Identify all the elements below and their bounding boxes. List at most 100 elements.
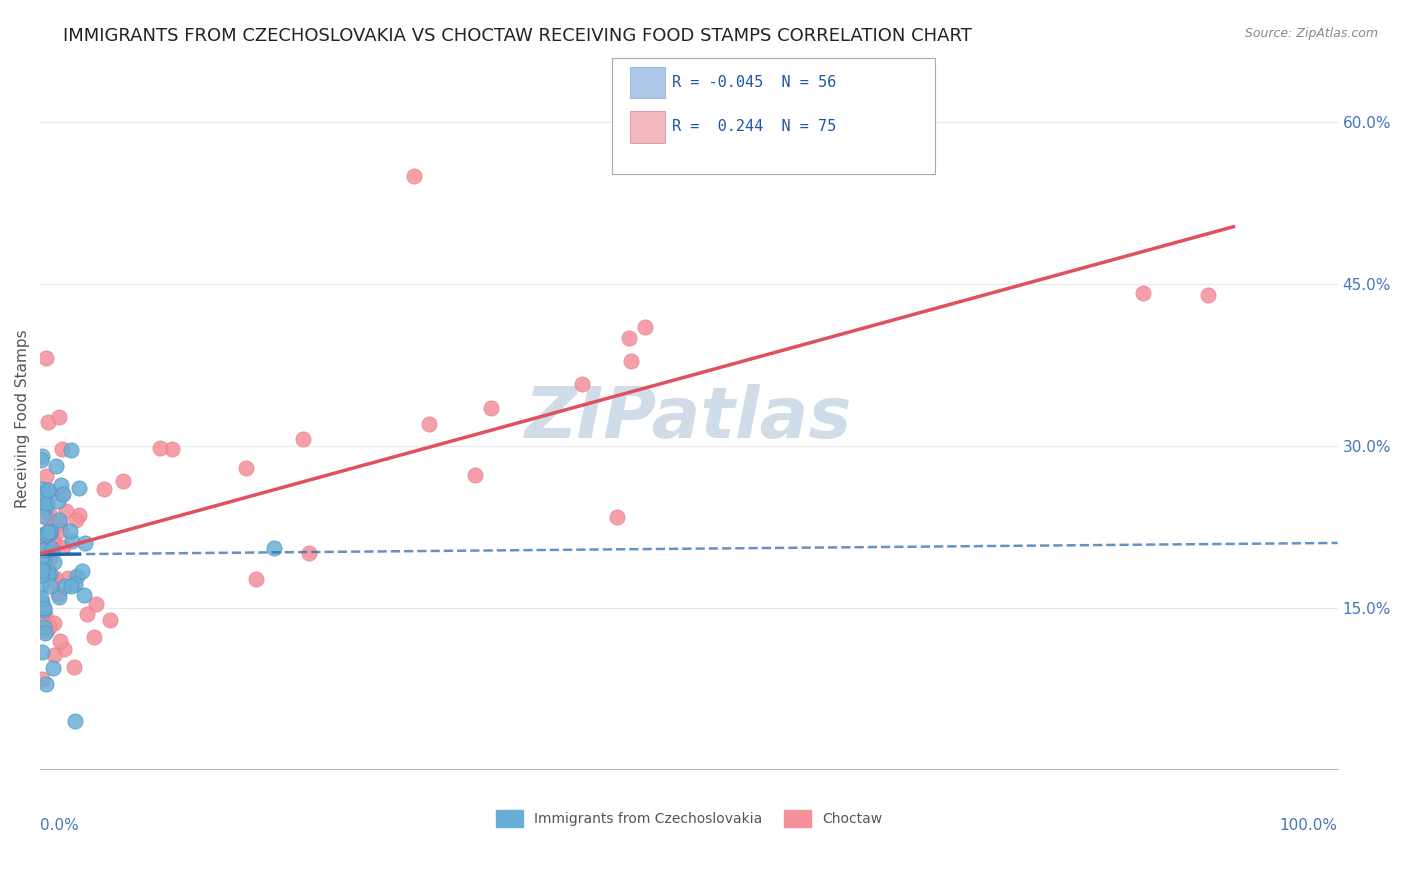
Immigrants from Czechoslovakia [59, 524, 82, 538]
Text: 0.0%: 0.0% [41, 818, 79, 833]
Immigrants from Czechoslovakia [45, 459, 67, 474]
Choctaw [31, 535, 53, 549]
Immigrants from Czechoslovakia [31, 644, 53, 658]
Text: R = -0.045  N = 56: R = -0.045 N = 56 [672, 75, 837, 89]
Choctaw [37, 483, 59, 498]
Choctaw [37, 415, 59, 429]
Choctaw [292, 432, 315, 446]
Choctaw [32, 530, 55, 544]
Choctaw [51, 442, 73, 457]
Immigrants from Czechoslovakia [30, 591, 52, 605]
Legend: Immigrants from Czechoslovakia, Choctaw: Immigrants from Czechoslovakia, Choctaw [489, 805, 889, 832]
Choctaw [37, 533, 59, 548]
Choctaw [42, 616, 65, 631]
Choctaw [52, 541, 75, 555]
Immigrants from Czechoslovakia [48, 591, 70, 605]
Choctaw [34, 607, 56, 622]
Immigrants from Czechoslovakia [263, 541, 285, 555]
Immigrants from Czechoslovakia [51, 477, 73, 491]
Choctaw [31, 495, 53, 509]
Choctaw [1132, 286, 1154, 301]
Choctaw [404, 169, 426, 183]
Choctaw [65, 513, 87, 527]
Choctaw [35, 562, 58, 576]
Choctaw [51, 487, 73, 501]
Choctaw [464, 467, 486, 482]
Immigrants from Czechoslovakia [31, 568, 53, 582]
Immigrants from Czechoslovakia [38, 567, 60, 582]
Immigrants from Czechoslovakia [60, 579, 83, 593]
Choctaw [84, 597, 107, 611]
Choctaw [298, 546, 321, 560]
Choctaw [571, 376, 593, 391]
Choctaw [32, 531, 55, 545]
Immigrants from Czechoslovakia [37, 568, 59, 582]
Immigrants from Czechoslovakia [34, 626, 56, 640]
Immigrants from Czechoslovakia [31, 482, 53, 496]
Text: 100.0%: 100.0% [1279, 818, 1337, 833]
Choctaw [35, 624, 58, 638]
Choctaw [67, 508, 90, 523]
Immigrants from Czechoslovakia [42, 555, 65, 569]
Choctaw [31, 615, 53, 629]
Immigrants from Czechoslovakia [35, 496, 58, 510]
Immigrants from Czechoslovakia [46, 493, 69, 508]
Immigrants from Czechoslovakia [73, 536, 96, 550]
Immigrants from Czechoslovakia [39, 579, 62, 593]
Choctaw [44, 648, 66, 663]
Immigrants from Czechoslovakia [31, 489, 53, 503]
Choctaw [35, 524, 58, 539]
Choctaw [76, 607, 98, 622]
Immigrants from Czechoslovakia [48, 513, 70, 527]
Immigrants from Czechoslovakia [53, 579, 76, 593]
Immigrants from Czechoslovakia [37, 524, 59, 539]
Choctaw [44, 535, 66, 549]
Choctaw [93, 482, 115, 496]
Immigrants from Czechoslovakia [31, 561, 53, 575]
Choctaw [83, 630, 105, 644]
Immigrants from Czechoslovakia [41, 541, 63, 556]
Immigrants from Czechoslovakia [63, 576, 86, 591]
Choctaw [620, 353, 643, 368]
Choctaw [31, 503, 53, 517]
Choctaw [55, 504, 77, 518]
Choctaw [34, 621, 56, 635]
Immigrants from Czechoslovakia [72, 564, 94, 578]
Choctaw [98, 613, 121, 627]
Choctaw [38, 506, 60, 520]
Choctaw [39, 529, 62, 543]
Choctaw [44, 518, 66, 533]
Immigrants from Czechoslovakia [32, 603, 55, 617]
Immigrants from Czechoslovakia [30, 551, 52, 566]
Immigrants from Czechoslovakia [67, 481, 90, 495]
Y-axis label: Receiving Food Stamps: Receiving Food Stamps [15, 330, 30, 508]
Text: R =  0.244  N = 75: R = 0.244 N = 75 [672, 120, 837, 134]
Choctaw [606, 510, 628, 524]
Choctaw [1197, 288, 1219, 302]
Choctaw [35, 469, 58, 483]
Text: ZIPatlas: ZIPatlas [526, 384, 852, 453]
Choctaw [235, 460, 257, 475]
Immigrants from Czechoslovakia [32, 543, 55, 558]
Immigrants from Czechoslovakia [42, 661, 65, 675]
Text: IMMIGRANTS FROM CZECHOSLOVAKIA VS CHOCTAW RECEIVING FOOD STAMPS CORRELATION CHAR: IMMIGRANTS FROM CZECHOSLOVAKIA VS CHOCTA… [63, 27, 972, 45]
Choctaw [34, 543, 56, 558]
Choctaw [48, 409, 70, 424]
Immigrants from Czechoslovakia [32, 485, 55, 500]
Choctaw [38, 620, 60, 634]
Immigrants from Czechoslovakia [30, 579, 52, 593]
Immigrants from Czechoslovakia [35, 527, 58, 541]
Choctaw [32, 540, 55, 554]
Choctaw [35, 351, 58, 366]
Text: Source: ZipAtlas.com: Source: ZipAtlas.com [1244, 27, 1378, 40]
Choctaw [31, 672, 53, 686]
Immigrants from Czechoslovakia [66, 569, 89, 583]
Immigrants from Czechoslovakia [32, 620, 55, 634]
Choctaw [58, 570, 80, 584]
Immigrants from Czechoslovakia [32, 509, 55, 524]
Immigrants from Czechoslovakia [34, 500, 56, 515]
Choctaw [31, 541, 53, 556]
Choctaw [37, 561, 59, 575]
Choctaw [44, 571, 66, 585]
Choctaw [62, 659, 84, 673]
